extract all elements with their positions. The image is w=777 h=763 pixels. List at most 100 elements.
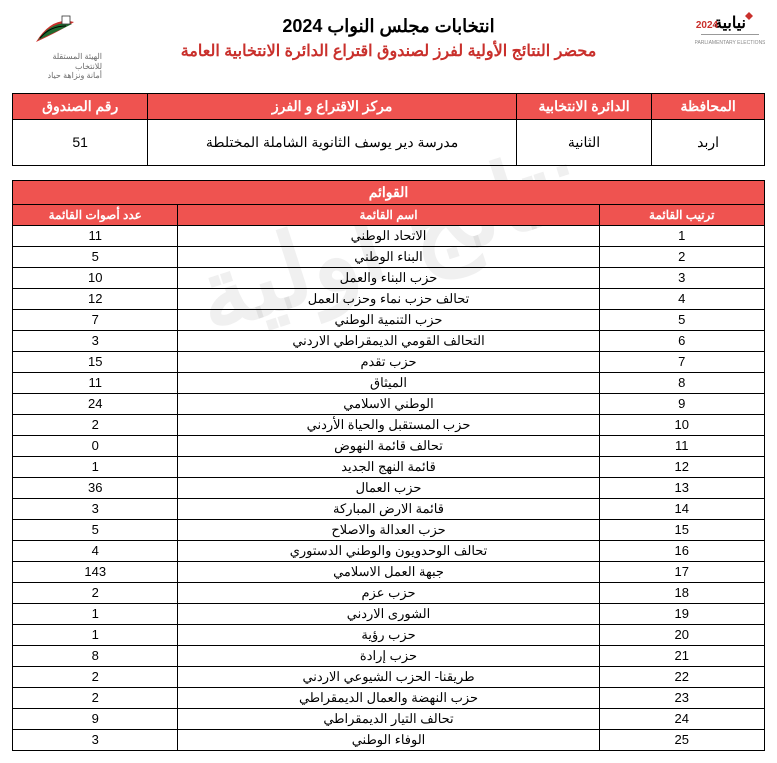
- cell-listname: تحالف التيار الديمقراطي: [178, 708, 599, 729]
- cell-rank: 11: [599, 435, 764, 456]
- cell-votes: 7: [13, 309, 178, 330]
- cell-listname: حزب العدالة والاصلاح: [178, 519, 599, 540]
- svg-text:PARLIAMENTARY ELECTIONS: PARLIAMENTARY ELECTIONS: [695, 40, 765, 46]
- cell-rank: 12: [599, 456, 764, 477]
- cell-rank: 1: [599, 225, 764, 246]
- cell-listname: قائمة الارض المباركة: [178, 498, 599, 519]
- cell-rank: 20: [599, 624, 764, 645]
- page-subtitle: محضر النتائج الأولية لفرز لصندوق اقتراع …: [102, 41, 675, 61]
- cell-rank: 8: [599, 372, 764, 393]
- cell-rank: 3: [599, 267, 764, 288]
- cell-rank: 21: [599, 645, 764, 666]
- cell-rank: 9: [599, 393, 764, 414]
- cell-votes: 9: [13, 708, 178, 729]
- table-row: 6التحالف القومي الديمقراطي الاردني3: [13, 330, 765, 351]
- iec-logo: الهيئة المستقلة للانتخاب أمانة ونزاهة حي…: [12, 12, 102, 81]
- cell-listname: حزب البناء والعمل: [178, 267, 599, 288]
- cell-listname: الميثاق: [178, 372, 599, 393]
- table-row: 16تحالف الوحدويون والوطني الدستوري4: [13, 540, 765, 561]
- table-row: 15حزب العدالة والاصلاح5: [13, 519, 765, 540]
- cell-listname: طريقنا- الحزب الشيوعي الاردني: [178, 666, 599, 687]
- page-header: نيابية 2024 PARLIAMENTARY ELECTIONS انتخ…: [12, 12, 765, 81]
- table-row: 18حزب عزم2: [13, 582, 765, 603]
- info-header-district: الدائرة الانتخابية: [516, 93, 651, 119]
- table-row: 21حزب إرادة8: [13, 645, 765, 666]
- cell-votes: 1: [13, 456, 178, 477]
- table-row: 8الميثاق11: [13, 372, 765, 393]
- lists-table: ترتيب القائمة اسم القائمة عدد أصوات القا…: [12, 204, 765, 751]
- cell-votes: 15: [13, 351, 178, 372]
- cell-rank: 22: [599, 666, 764, 687]
- cell-votes: 1: [13, 603, 178, 624]
- cell-rank: 23: [599, 687, 764, 708]
- iec-logo-line2: للانتخاب: [12, 62, 102, 72]
- cell-rank: 14: [599, 498, 764, 519]
- cell-listname: جبهة العمل الاسلامي: [178, 561, 599, 582]
- info-boxnum: 51: [13, 119, 148, 165]
- cell-votes: 36: [13, 477, 178, 498]
- table-row: 1الاتحاد الوطني11: [13, 225, 765, 246]
- cell-rank: 25: [599, 729, 764, 750]
- table-row: 22طريقنا- الحزب الشيوعي الاردني2: [13, 666, 765, 687]
- list-header-votes: عدد أصوات القائمة: [13, 204, 178, 225]
- cell-votes: 1: [13, 624, 178, 645]
- iec-logo-line1: الهيئة المستقلة: [12, 52, 102, 62]
- table-row: 4تحالف حزب نماء وحزب العمل12: [13, 288, 765, 309]
- table-row: 24تحالف التيار الديمقراطي9: [13, 708, 765, 729]
- cell-votes: 5: [13, 519, 178, 540]
- cell-rank: 16: [599, 540, 764, 561]
- cell-rank: 6: [599, 330, 764, 351]
- table-row: 17جبهة العمل الاسلامي143: [13, 561, 765, 582]
- cell-votes: 2: [13, 582, 178, 603]
- table-row: 25الوفاء الوطني3: [13, 729, 765, 750]
- cell-votes: 3: [13, 498, 178, 519]
- cell-listname: البناء الوطني: [178, 246, 599, 267]
- title-block: انتخابات مجلس النواب 2024 محضر النتائج ا…: [102, 12, 675, 61]
- cell-listname: التحالف القومي الديمقراطي الاردني: [178, 330, 599, 351]
- cell-rank: 18: [599, 582, 764, 603]
- cell-votes: 5: [13, 246, 178, 267]
- cell-listname: قائمة النهج الجديد: [178, 456, 599, 477]
- table-row: 13حزب العمال36: [13, 477, 765, 498]
- cell-votes: 3: [13, 330, 178, 351]
- cell-votes: 2: [13, 666, 178, 687]
- table-row: 5حزب التنمية الوطني7: [13, 309, 765, 330]
- table-row: 23حزب النهضة والعمال الديمقراطي2: [13, 687, 765, 708]
- info-header-governorate: المحافظة: [652, 93, 765, 119]
- cell-votes: 8: [13, 645, 178, 666]
- cell-listname: حزب المستقبل والحياة الأردني: [178, 414, 599, 435]
- table-row: 3حزب البناء والعمل10: [13, 267, 765, 288]
- cell-rank: 24: [599, 708, 764, 729]
- cell-votes: 11: [13, 225, 178, 246]
- svg-text:نيابية: نيابية: [714, 15, 746, 32]
- election-logo: نيابية 2024 PARLIAMENTARY ELECTIONS: [675, 12, 765, 54]
- cell-rank: 19: [599, 603, 764, 624]
- svg-text:2024: 2024: [696, 20, 719, 31]
- page-title: انتخابات مجلس النواب 2024: [102, 16, 675, 37]
- list-header-name: اسم القائمة: [178, 204, 599, 225]
- cell-listname: الاتحاد الوطني: [178, 225, 599, 246]
- info-header-box: رقم الصندوق: [13, 93, 148, 119]
- cell-listname: حزب عزم: [178, 582, 599, 603]
- cell-votes: 4: [13, 540, 178, 561]
- cell-listname: حزب النهضة والعمال الديمقراطي: [178, 687, 599, 708]
- info-district: الثانية: [516, 119, 651, 165]
- iec-logo-line3: أمانة ونزاهة حياد: [12, 71, 102, 81]
- table-row: 12قائمة النهج الجديد1: [13, 456, 765, 477]
- cell-votes: 2: [13, 414, 178, 435]
- table-row: 14قائمة الارض المباركة3: [13, 498, 765, 519]
- cell-listname: حزب التنمية الوطني: [178, 309, 599, 330]
- info-header-center: مركز الاقتراع و الفرز: [148, 93, 516, 119]
- cell-votes: 10: [13, 267, 178, 288]
- cell-rank: 17: [599, 561, 764, 582]
- table-row: 19الشورى الاردني1: [13, 603, 765, 624]
- cell-listname: الوطني الاسلامي: [178, 393, 599, 414]
- table-row: 7حزب تقدم15: [13, 351, 765, 372]
- table-row: 2البناء الوطني5: [13, 246, 765, 267]
- cell-votes: 143: [13, 561, 178, 582]
- lists-section-title: القوائم: [12, 180, 765, 204]
- cell-rank: 7: [599, 351, 764, 372]
- cell-listname: تحالف حزب نماء وحزب العمل: [178, 288, 599, 309]
- cell-votes: 12: [13, 288, 178, 309]
- cell-rank: 13: [599, 477, 764, 498]
